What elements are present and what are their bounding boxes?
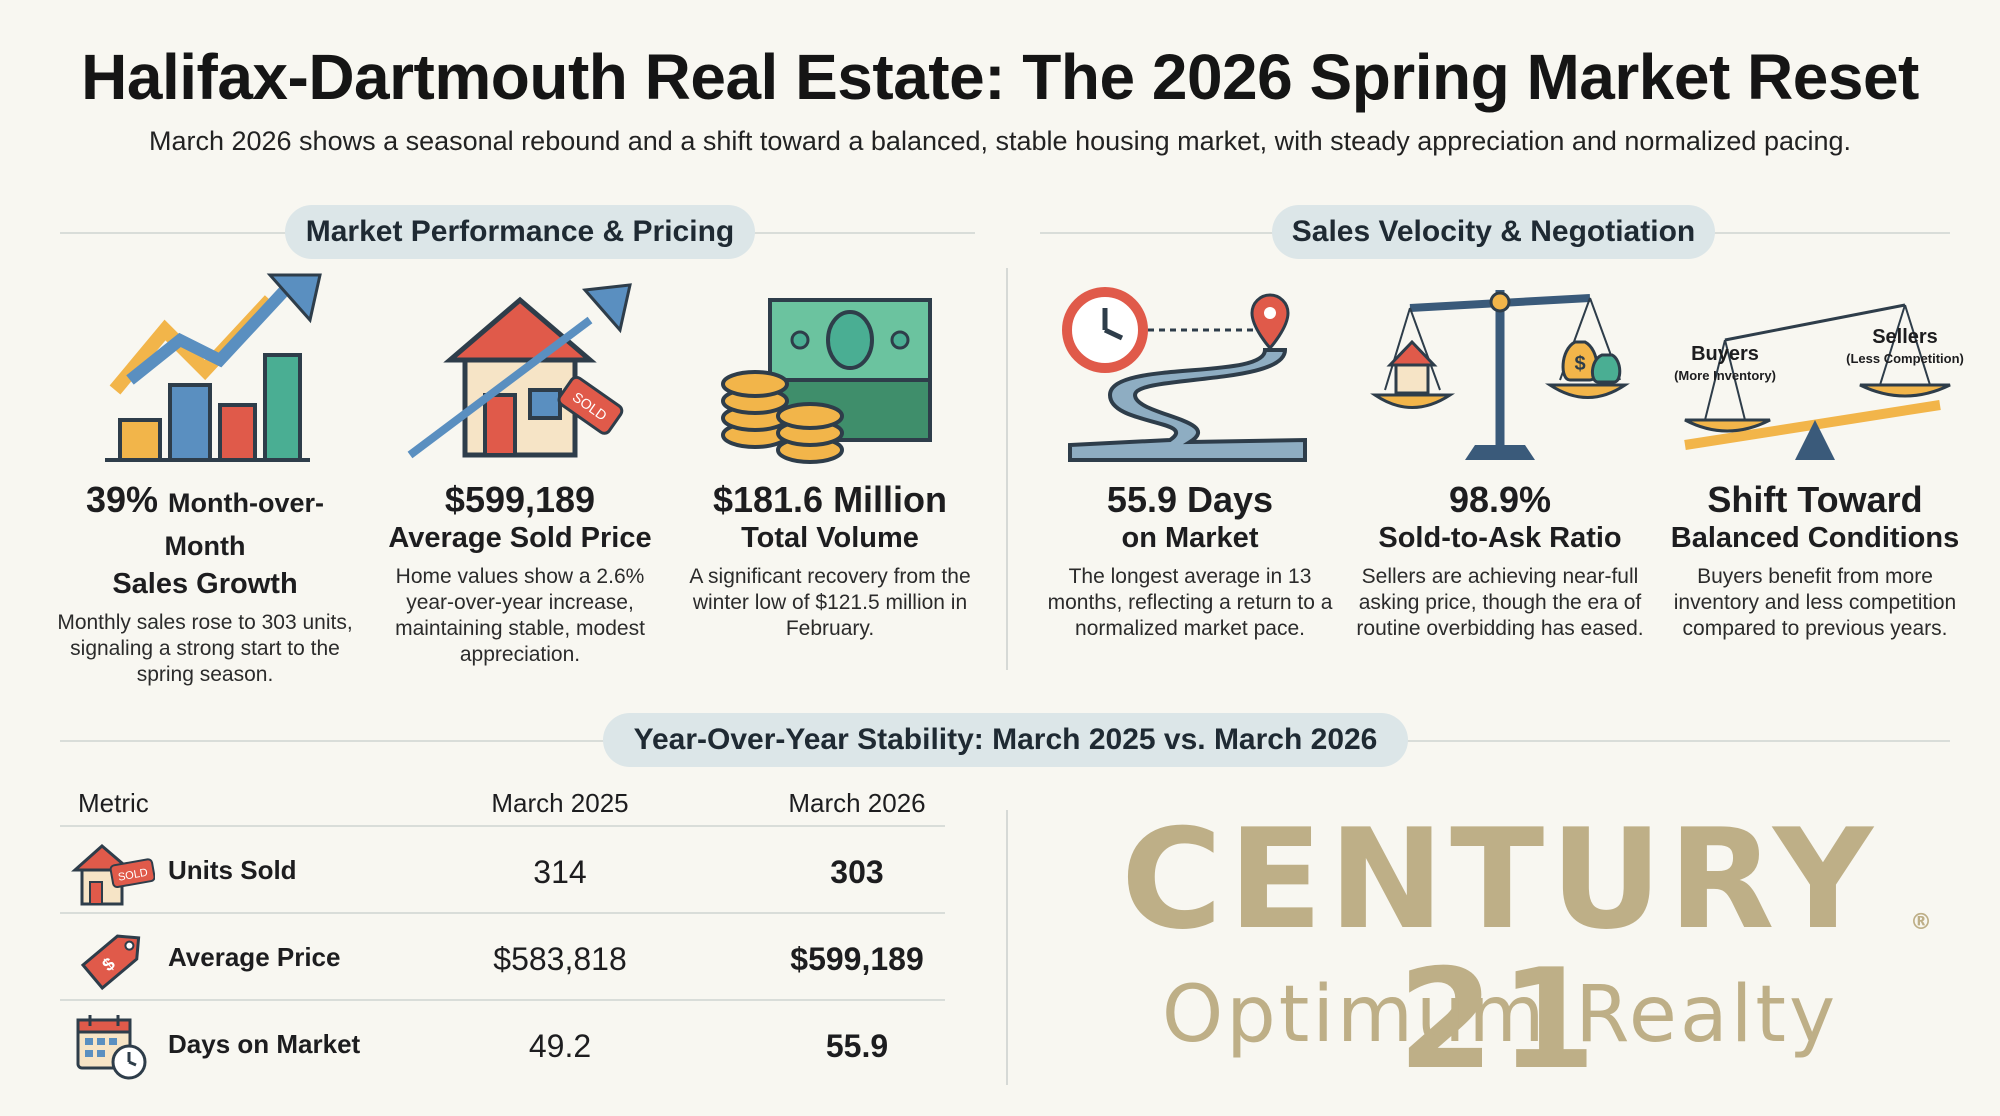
stat-value: 39% (85, 479, 159, 520)
stat-average-price: SOLD $599,189 Average Sold Price Home va… (370, 270, 670, 668)
registered-mark: ® (1910, 910, 1932, 935)
metric-name: Days on Market (168, 1029, 361, 1059)
table-header-metric: Metric (78, 788, 149, 818)
section-header-yoy: Year-Over-Year Stability: March 2025 vs.… (603, 713, 1408, 767)
metric-name: Average Price (168, 942, 341, 972)
table-row: Days on Market 49.2 55.9 (60, 1004, 945, 1089)
stat-value: 98.9% (1448, 479, 1552, 520)
calendar-clock-icon (75, 1012, 150, 1087)
house-sold-icon: SOLD (70, 838, 156, 913)
table-header-2026: March 2026 (788, 788, 926, 818)
table-divider (60, 999, 945, 1001)
stat-total-volume: $181.6 Million Total Volume A significan… (680, 270, 980, 642)
table-logo-divider (1006, 810, 1008, 1085)
stat-description: Buyers benefit from more inventory and l… (1673, 565, 1957, 640)
stat-value: $599,189 (444, 479, 596, 520)
growth-chart-icon (55, 270, 355, 470)
table-row: SOLD Units Sold 314 303 (60, 830, 945, 915)
clock-road-icon (1040, 270, 1340, 470)
money-stack-icon (680, 270, 980, 470)
table-divider (60, 912, 945, 914)
svg-text:$: $ (1574, 353, 1585, 375)
seesaw-icon: Buyers (More Inventory) Sellers (Less Co… (1660, 270, 1970, 470)
stat-balanced-conditions: Buyers (More Inventory) Sellers (Less Co… (1660, 270, 1970, 642)
section-header-sales-velocity: Sales Velocity & Negotiation (1272, 205, 1715, 259)
stat-label: Average Sold Price (388, 522, 652, 554)
buyers-note: (More Inventory) (1674, 368, 1776, 383)
price-tag-icon: $ (75, 925, 150, 1000)
table-row: $ Average Price $583,818 $599,189 (60, 917, 945, 1002)
metric-name: Units Sold (168, 855, 297, 885)
stat-value: 55.9 Days (1106, 479, 1274, 520)
stat-description: Sellers are achieving near-full asking p… (1356, 565, 1644, 640)
stat-days-on-market: 55.9 Days on Market The longest average … (1040, 270, 1340, 642)
value-2025: $583,818 (493, 941, 627, 977)
value-2025: 49.2 (528, 1028, 592, 1064)
stat-sold-to-ask: $ 98.9% Sold-to-Ask Ratio Sellers are ac… (1350, 270, 1650, 642)
table-divider (60, 825, 945, 827)
value-2026: 303 (830, 854, 884, 890)
page-title: Halifax-Dartmouth Real Estate: The 2026 … (81, 41, 1919, 113)
stat-description: Home values show a 2.6% year-over-year i… (395, 565, 645, 666)
house-sold-icon: SOLD (370, 270, 670, 470)
section-header-market-performance: Market Performance & Pricing (285, 205, 755, 259)
stat-label: on Market (1121, 522, 1259, 554)
stat-label: Balanced Conditions (1670, 522, 1960, 554)
stat-label: Sales Growth (112, 568, 298, 600)
table-header-2025: March 2025 (491, 788, 629, 818)
sellers-label: Sellers (1872, 326, 1938, 348)
value-2026: 55.9 (825, 1028, 889, 1064)
stat-value: Shift Toward (1707, 479, 1923, 520)
stat-label: Sold-to-Ask Ratio (1378, 522, 1622, 554)
stat-description: Monthly sales rose to 303 units, signali… (57, 611, 353, 686)
value-2025: 314 (533, 854, 587, 890)
stat-value: $181.6 Million (712, 479, 948, 520)
value-2026: $599,189 (790, 941, 924, 977)
section-divider (1006, 268, 1008, 670)
page-subtitle: March 2026 shows a seasonal rebound and … (148, 126, 1852, 156)
balance-scale-icon: $ (1350, 270, 1650, 470)
century21-logo: CENTURY 21 ® Optimum Realty (1040, 810, 1960, 1090)
house-tag-label: SOLD (117, 867, 149, 884)
buyers-label: Buyers (1691, 343, 1759, 365)
sellers-note: (Less Competition) (1846, 351, 1964, 366)
stat-sales-growth: 39% Month-over-Month Sales Growth Monthl… (55, 270, 355, 688)
stat-description: A significant recovery from the winter l… (689, 565, 971, 640)
stat-label: Total Volume (741, 522, 919, 554)
brand-office: Optimum Realty (1161, 970, 1839, 1060)
stat-description: The longest average in 13 months, reflec… (1047, 565, 1333, 640)
stat-value-suffix: Month-over-Month (164, 488, 325, 561)
brand-name: CENTURY 21 (1121, 799, 1879, 1100)
yoy-table: Metric March 2025 March 2026 SOLD Units … (60, 780, 950, 1080)
